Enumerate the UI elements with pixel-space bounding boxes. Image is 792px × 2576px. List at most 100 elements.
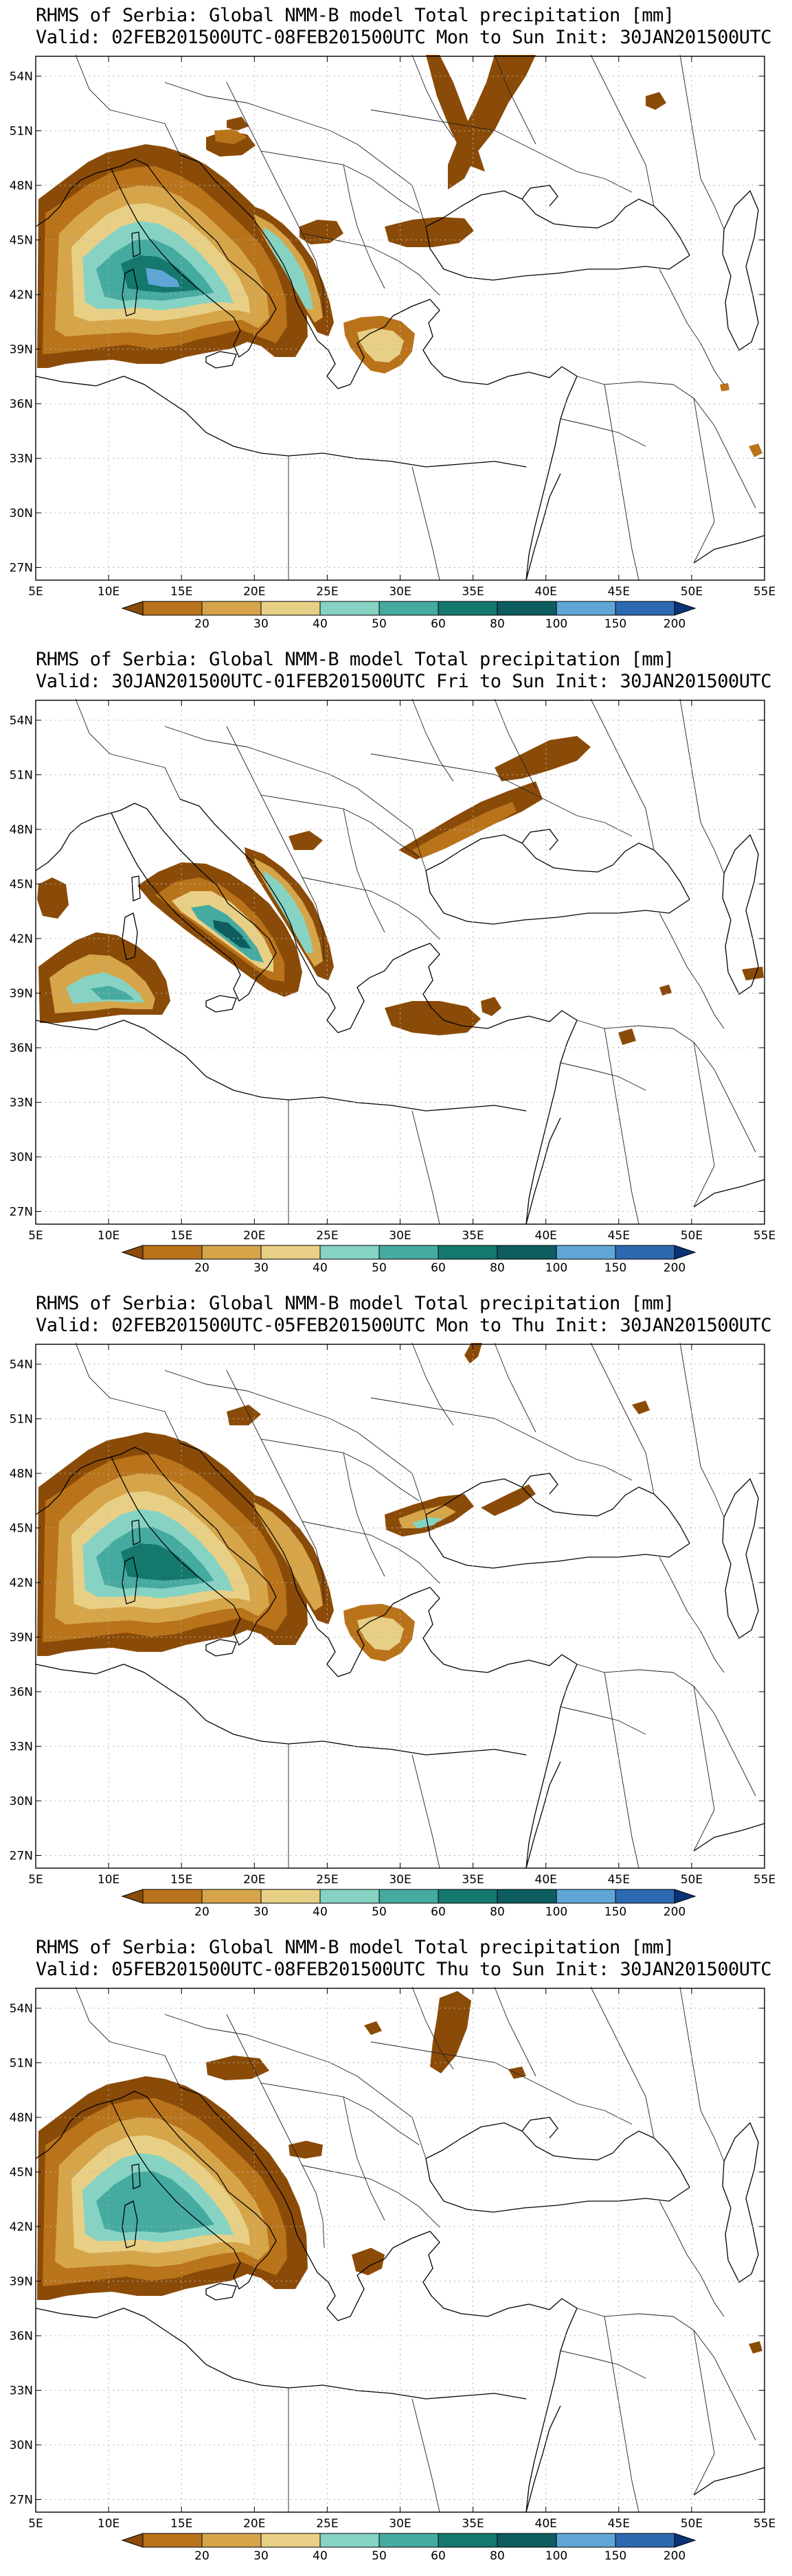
lat-tick-label: 30N	[10, 1151, 33, 1164]
coastline	[525, 473, 561, 581]
lat-tick-label: 45N	[10, 234, 33, 248]
coastline	[122, 1556, 138, 1605]
colorbar-swatch	[556, 2533, 616, 2548]
colorbar-swatch	[674, 1889, 697, 1904]
country-border	[693, 398, 715, 564]
coastline	[722, 833, 759, 995]
precip-area	[749, 444, 762, 457]
lat-tick-label: 54N	[10, 714, 33, 728]
country-border	[693, 2330, 715, 2496]
colorbar-label: 200	[664, 1261, 686, 1275]
country-border	[75, 1342, 181, 1444]
colorbar-label: 30	[253, 1261, 269, 1275]
lon-tick-label: 20E	[243, 1873, 265, 1887]
lat-tick-label: 30N	[10, 2439, 33, 2452]
colorbar-swatch	[201, 1245, 262, 1260]
colorbar-label: 80	[490, 1261, 505, 1275]
colorbar-label: 100	[545, 617, 567, 631]
country-border	[590, 1986, 655, 2139]
colorbar-label: 80	[490, 617, 505, 631]
precip-area	[364, 2021, 382, 2035]
lat-tick-label: 39N	[10, 987, 33, 1001]
coastline	[122, 268, 138, 317]
coastline	[461, 366, 578, 385]
country-border	[590, 54, 655, 207]
coastline	[317, 1603, 394, 1677]
colorbar-label: 200	[664, 617, 686, 631]
colorbar-swatch	[438, 2533, 498, 2548]
colorbar-swatch	[556, 1245, 616, 1260]
colorbar-swatch	[319, 601, 380, 616]
precip-area	[742, 967, 764, 980]
colorbar-swatch	[674, 2533, 697, 2548]
precip-area	[352, 2248, 385, 2275]
colorbar-label: 100	[545, 2549, 567, 2563]
lat-tick-label: 48N	[10, 2111, 33, 2125]
colorbar: 20 30 40 50 60 80 100 150 200	[121, 2533, 697, 2563]
borders	[75, 1986, 756, 2513]
precip-area	[464, 1343, 482, 1364]
coastline	[35, 1456, 112, 1515]
country-border	[260, 794, 420, 858]
lon-tick-label: 40E	[535, 585, 557, 599]
country-border	[343, 1452, 385, 1577]
country-border	[659, 2200, 725, 2317]
colorbar-swatch	[121, 2533, 144, 2548]
lon-tick-label: 50E	[681, 1873, 703, 1887]
coastline	[131, 1519, 141, 1545]
colorbar-swatch	[438, 1889, 498, 1904]
coastline	[35, 376, 527, 468]
country-border	[659, 912, 725, 1029]
lon-tick-label: 45E	[608, 2517, 630, 2531]
lat-tick-label: 33N	[10, 452, 33, 466]
lat-tick-label: 39N	[10, 1631, 33, 1645]
colorbar-swatch	[378, 2533, 439, 2548]
precip-area	[481, 1484, 536, 1516]
coastline	[722, 189, 759, 351]
country-border	[411, 1754, 440, 1869]
country-border	[494, 698, 536, 789]
coastline	[425, 870, 690, 925]
country-border	[370, 753, 633, 837]
coastline	[525, 1664, 578, 1869]
coastline	[35, 2100, 112, 2159]
lat-tick-label: 39N	[10, 343, 33, 357]
lon-tick-label: 40E	[535, 1873, 557, 1887]
colorbar-swatch	[378, 601, 439, 616]
country-border	[411, 466, 440, 581]
valid-period: Valid: 05FEB201500UTC-08FEB201500UTC Thu…	[36, 1959, 545, 1980]
colorbar-swatch	[260, 601, 321, 616]
lat-tick-label: 30N	[10, 1795, 33, 1808]
lon-tick-label: 35E	[462, 1229, 484, 1243]
country-border	[260, 2082, 420, 2146]
lon-tick-label: 40E	[535, 1229, 557, 1243]
colorbar-swatch	[497, 1889, 557, 1904]
lon-tick-label: 30E	[389, 1873, 411, 1887]
precipitation-map: 5E 10E 15E 20E 25E 30E 35E 40E 45E 50E 55E 54N 51N 48…	[10, 54, 776, 631]
precip-area	[398, 1505, 456, 1528]
colorbar-label: 150	[604, 1905, 626, 1919]
country-border	[343, 808, 385, 933]
country-border	[560, 2350, 646, 2379]
colorbar-swatch	[615, 1889, 675, 1904]
lon-tick-label: 10E	[98, 1229, 120, 1243]
coastline	[111, 2091, 277, 2290]
coastline	[525, 2308, 578, 2513]
lat-tick-label: 33N	[10, 2384, 33, 2398]
precip-area	[299, 220, 343, 244]
colorbar-label: 40	[313, 2549, 328, 2563]
colorbar-swatch	[121, 1245, 144, 1260]
lat-tick-label: 42N	[10, 288, 33, 302]
coastline	[392, 2231, 462, 2314]
colorbar: 20 30 40 50 60 80 100 150 200	[121, 1889, 697, 1919]
coastline	[179, 154, 318, 341]
precip-area	[430, 1991, 471, 2073]
valid-period: Valid: 02FEB201500UTC-05FEB201500UTC Mon…	[36, 1315, 545, 1336]
precip-area	[146, 268, 180, 287]
precipitation-map: 5E 10E 15E 20E 25E 30E 35E 40E 45E 50E 55E 54N 51N 48…	[10, 698, 776, 1275]
lat-tick-label: 36N	[10, 398, 33, 411]
precip-area	[646, 92, 666, 110]
coastline	[35, 812, 112, 871]
country-border	[659, 268, 725, 385]
lat-tick-label: 33N	[10, 1740, 33, 1754]
